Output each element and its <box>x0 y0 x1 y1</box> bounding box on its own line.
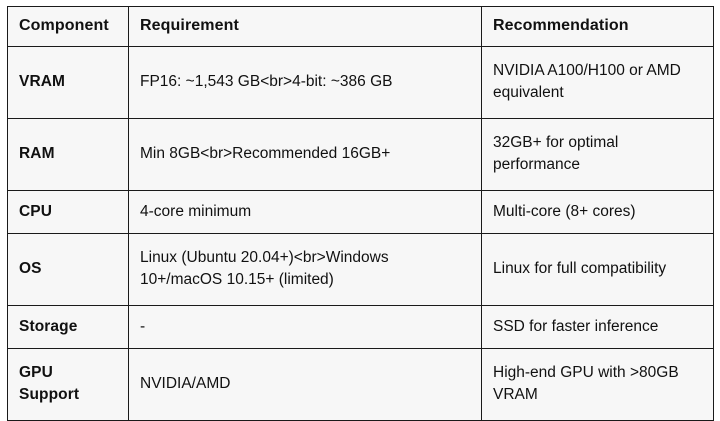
cell-component: CPU <box>7 189 129 234</box>
table-row: OS Linux (Ubuntu 20.04+)<br>Windows 10+/… <box>7 232 714 306</box>
cell-component: GPU Support <box>7 347 129 421</box>
table-row: Storage - SSD for faster inference <box>7 304 714 349</box>
column-header-component: Component <box>7 6 129 47</box>
cell-requirement: Linux (Ubuntu 20.04+)<br>Windows 10+/mac… <box>128 232 482 306</box>
table-row: GPU Support NVIDIA/AMD High-end GPU with… <box>7 347 714 421</box>
cell-component: VRAM <box>7 45 129 119</box>
cell-component: OS <box>7 232 129 306</box>
cell-recommendation: NVIDIA A100/H100 or AMD equivalent <box>481 45 714 119</box>
cell-requirement: FP16: ~1,543 GB<br>4-bit: ~386 GB <box>128 45 482 119</box>
column-header-recommendation: Recommendation <box>481 6 714 47</box>
table-header-row: Component Requirement Recommendation <box>7 6 714 47</box>
cell-recommendation: High-end GPU with >80GB VRAM <box>481 347 714 421</box>
cell-requirement: 4-core minimum <box>128 189 482 234</box>
cell-recommendation: Linux for full compatibility <box>481 232 714 306</box>
cell-recommendation: SSD for faster inference <box>481 304 714 349</box>
cell-recommendation: 32GB+ for optimal performance <box>481 117 714 191</box>
table-body: VRAM FP16: ~1,543 GB<br>4-bit: ~386 GB N… <box>7 45 714 421</box>
system-requirements-table: Component Requirement Recommendation VRA… <box>7 6 714 421</box>
cell-requirement: - <box>128 304 482 349</box>
cell-component: Storage <box>7 304 129 349</box>
cell-recommendation: Multi-core (8+ cores) <box>481 189 714 234</box>
cell-requirement: Min 8GB<br>Recommended 16GB+ <box>128 117 482 191</box>
table-row: RAM Min 8GB<br>Recommended 16GB+ 32GB+ f… <box>7 117 714 191</box>
cell-requirement: NVIDIA/AMD <box>128 347 482 421</box>
column-header-requirement: Requirement <box>128 6 482 47</box>
table-row: CPU 4-core minimum Multi-core (8+ cores) <box>7 189 714 234</box>
cell-component: RAM <box>7 117 129 191</box>
table-header: Component Requirement Recommendation <box>7 6 714 47</box>
table-row: VRAM FP16: ~1,543 GB<br>4-bit: ~386 GB N… <box>7 45 714 119</box>
